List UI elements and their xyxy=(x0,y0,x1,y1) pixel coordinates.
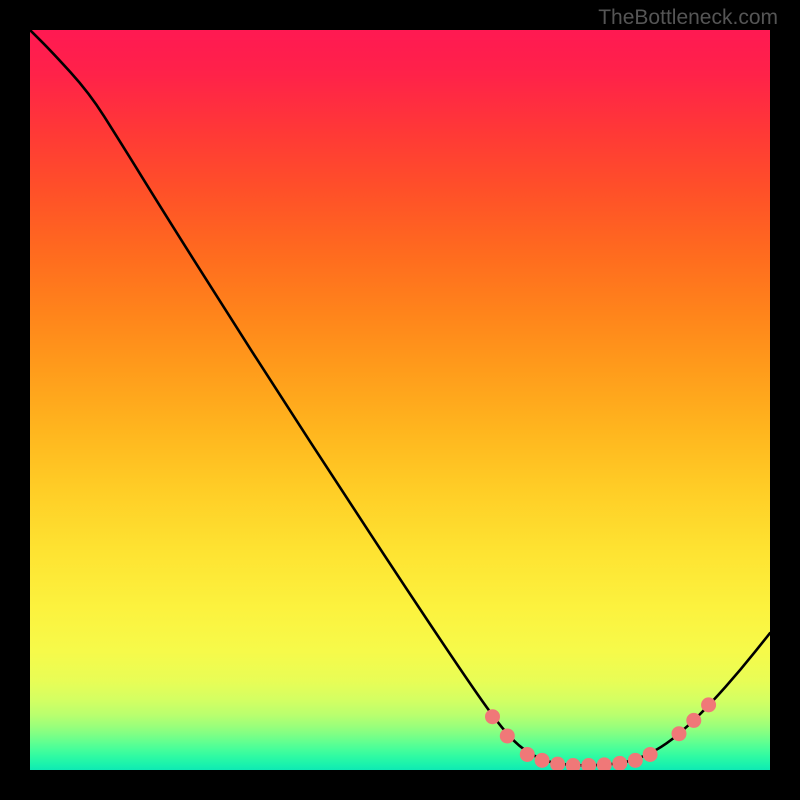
data-marker xyxy=(500,728,515,743)
data-marker xyxy=(520,747,535,762)
chart-container: TheBottleneck.com xyxy=(0,0,800,800)
watermark-text: TheBottleneck.com xyxy=(598,6,778,30)
bottleneck-chart xyxy=(30,30,770,770)
data-marker xyxy=(686,713,701,728)
data-marker xyxy=(671,726,686,741)
chart-background xyxy=(30,30,770,770)
data-marker xyxy=(643,747,658,762)
plot-area xyxy=(30,30,770,770)
data-marker xyxy=(701,697,716,712)
data-marker xyxy=(535,753,550,768)
data-marker xyxy=(628,753,643,768)
data-marker xyxy=(485,709,500,724)
